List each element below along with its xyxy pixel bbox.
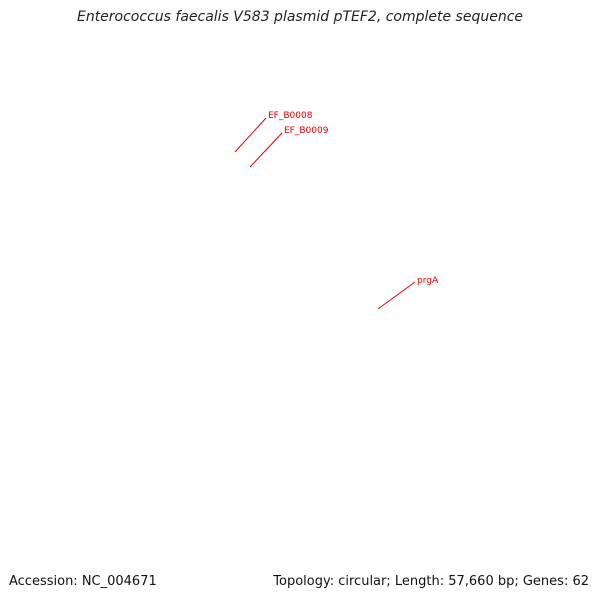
map-summary: Topology: circular; Length: 57,660 bp; G…	[273, 574, 589, 589]
gene-label-ef-b0008[interactable]: EF_B0008	[234, 111, 313, 153]
gene-label-text: EF_B0008	[268, 111, 313, 121]
gene-label-ef-b0009[interactable]: EF_B0009	[249, 126, 329, 168]
gene-label-text: prgA	[417, 276, 439, 286]
accession-label: Accession: NC_004671	[9, 574, 157, 589]
gene-label-text: EF_B0009	[284, 126, 329, 136]
map-title: Enterococcus faecalis V583 plasmid pTEF2…	[76, 9, 524, 25]
gene-label-prga[interactable]: prgA	[377, 276, 439, 310]
